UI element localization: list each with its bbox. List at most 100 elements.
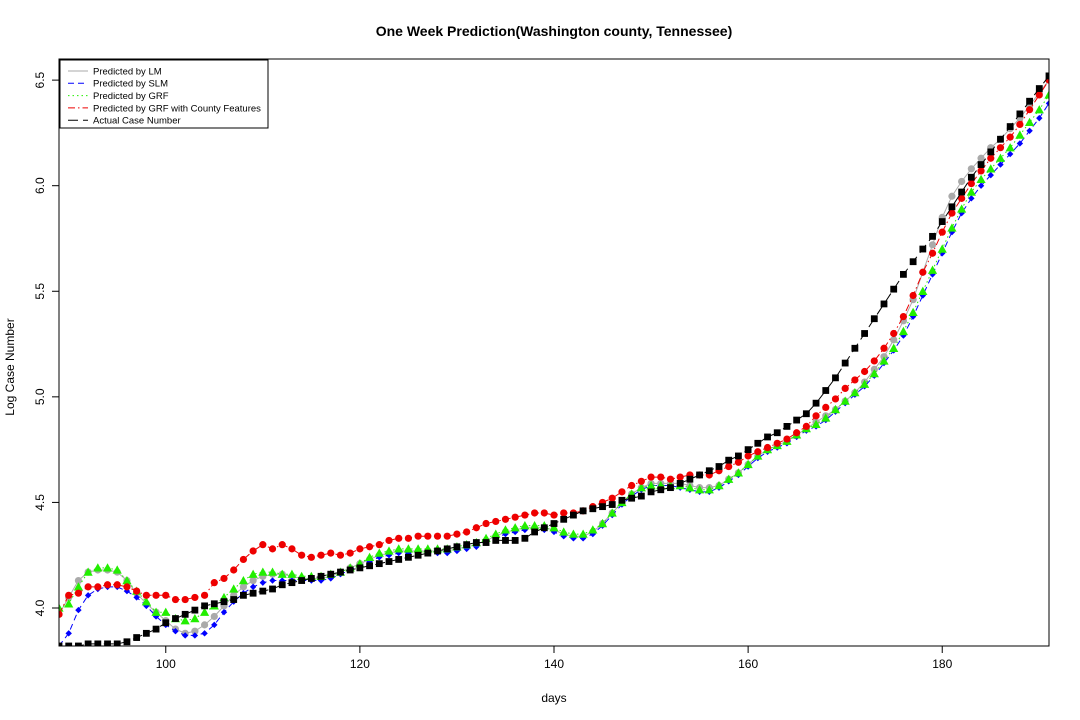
data-point [240, 591, 247, 599]
data-point [443, 532, 451, 540]
data-point [764, 433, 771, 441]
data-point [1034, 105, 1044, 114]
data-point [735, 452, 742, 460]
data-point [384, 546, 394, 555]
data-point [181, 610, 189, 618]
data-point [657, 486, 665, 494]
x-axis-label: days [541, 691, 566, 705]
data-point [511, 513, 519, 521]
data-point [802, 422, 810, 431]
data-point [385, 536, 393, 545]
data-point [550, 511, 558, 519]
data-point [375, 560, 383, 568]
data-point [754, 439, 762, 447]
data-point [298, 551, 306, 559]
data-point [65, 630, 72, 637]
data-point [909, 291, 917, 300]
data-point [374, 548, 384, 557]
data-point [1006, 123, 1014, 130]
data-point [239, 583, 248, 591]
data-point [278, 541, 286, 549]
data-point [734, 458, 743, 466]
data-point [317, 551, 325, 559]
data-point [637, 492, 645, 500]
data-point [424, 549, 432, 557]
data-point [229, 584, 239, 593]
data-point [75, 606, 82, 614]
data-point [977, 154, 985, 162]
data-point [646, 480, 656, 490]
data-point [395, 534, 403, 542]
data-point [714, 480, 724, 490]
data-point [74, 576, 83, 585]
data-point [822, 387, 830, 394]
chart-title: One Week Prediction(Washington county, T… [376, 23, 733, 39]
data-point [220, 609, 228, 616]
data-point [162, 619, 170, 627]
data-point [1016, 120, 1024, 129]
data-point [928, 249, 937, 257]
data-point [860, 367, 869, 376]
data-point [84, 592, 92, 599]
data-point [248, 569, 258, 578]
data-point [93, 563, 103, 572]
data-point [966, 187, 976, 196]
data-point [704, 485, 714, 494]
data-point [812, 412, 820, 420]
data-point [463, 541, 471, 549]
data-point [927, 265, 938, 274]
data-point [608, 494, 616, 502]
data-point [909, 258, 917, 266]
data-point [608, 501, 616, 508]
data-point [597, 518, 608, 528]
data-point [529, 521, 540, 530]
data-point [65, 591, 73, 599]
data-point [685, 483, 695, 492]
data-point [869, 369, 879, 378]
data-point [472, 539, 480, 546]
series-line [59, 103, 1049, 646]
data-point [724, 474, 734, 483]
data-point [987, 148, 995, 156]
data-point [59, 610, 63, 618]
data-point [181, 595, 189, 604]
data-point [472, 524, 480, 532]
data-point [414, 532, 422, 540]
data-point [579, 507, 587, 515]
data-point [589, 530, 597, 538]
data-point [424, 532, 432, 540]
data-point [492, 517, 500, 526]
data-point [666, 475, 675, 483]
legend-entry-label: Predicted by LM [93, 66, 162, 77]
data-point [919, 245, 927, 253]
data-point [210, 579, 218, 587]
data-point [278, 581, 286, 589]
data-point [898, 326, 909, 336]
data-point [976, 174, 986, 184]
data-point [560, 509, 568, 517]
data-point [268, 545, 277, 553]
data-point [142, 591, 150, 599]
x-tick-label: 100 [156, 657, 176, 671]
data-point [958, 209, 965, 217]
data-point [957, 204, 967, 213]
data-point [821, 413, 831, 422]
data-point [102, 563, 113, 572]
data-point [327, 570, 335, 578]
data-point [995, 153, 1006, 162]
data-point [307, 575, 315, 582]
data-point [725, 456, 733, 464]
data-point [987, 171, 994, 179]
data-point [336, 551, 345, 559]
data-point [859, 379, 870, 388]
data-point [1024, 117, 1035, 127]
legend-entry-label: Actual Case Number [93, 116, 181, 127]
series-2 [59, 100, 1049, 646]
data-point [840, 396, 850, 405]
data-point [744, 446, 752, 454]
data-point [133, 634, 141, 641]
data-point [832, 374, 839, 382]
axes: 100 120 140 160 180 4.0 4.5 5.0 5.5 6.0 6.5 [33, 71, 953, 671]
data-point [743, 459, 753, 469]
data-point [521, 511, 529, 519]
